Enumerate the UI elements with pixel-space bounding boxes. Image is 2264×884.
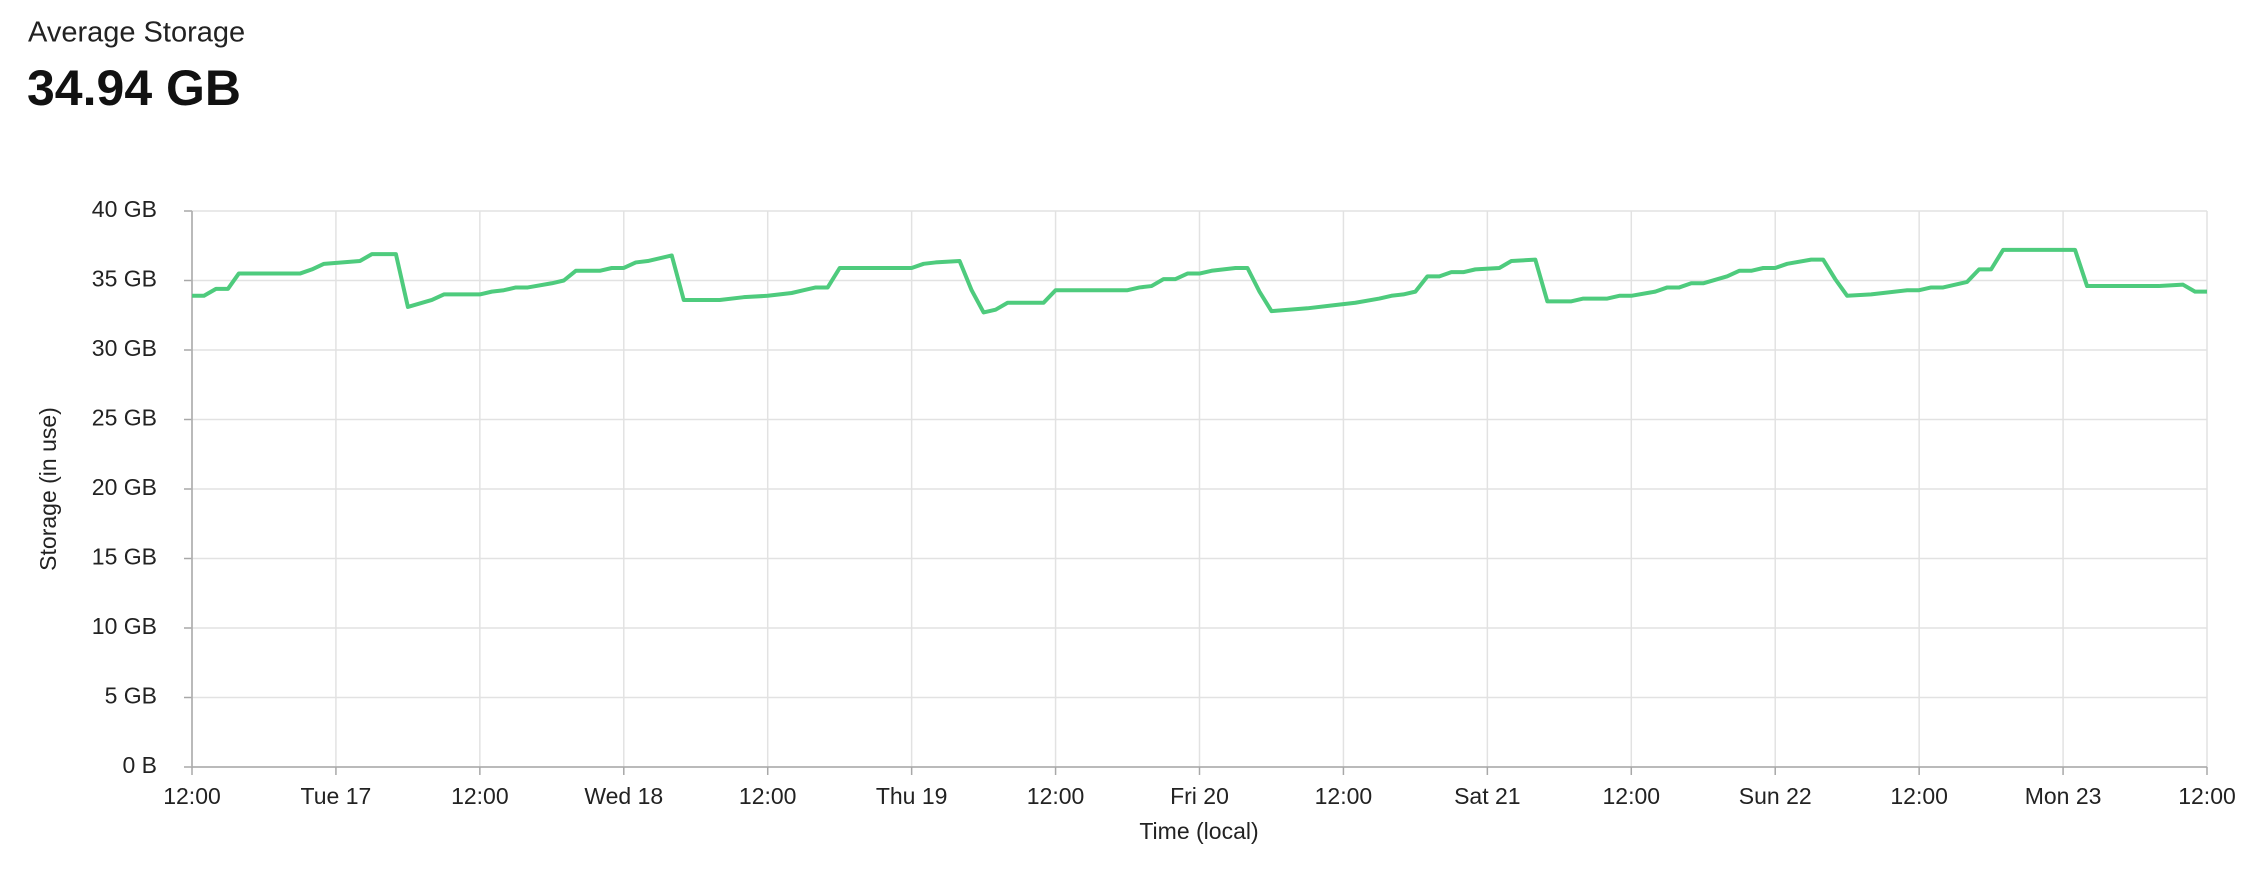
x-tick-label: Fri 20 — [1170, 783, 1229, 809]
x-tick-label: 12:00 — [1890, 783, 1948, 809]
y-axis-label: Storage (in use) — [35, 407, 61, 571]
y-tick-label: 10 GB — [92, 613, 157, 639]
x-tick-label: Mon 23 — [2025, 783, 2102, 809]
x-tick-label: Sun 22 — [1739, 783, 1812, 809]
y-tick-label: 20 GB — [92, 474, 157, 500]
x-tick-label: 12:00 — [739, 783, 797, 809]
x-tick-label: 12:00 — [2178, 783, 2236, 809]
x-tick-label: Wed 18 — [584, 783, 663, 809]
x-tick-label: Thu 19 — [876, 783, 948, 809]
y-tick-label: 40 GB — [92, 196, 157, 222]
x-tick-label: 12:00 — [1603, 783, 1661, 809]
x-tick-label: Tue 17 — [301, 783, 372, 809]
x-tick-label: Sat 21 — [1454, 783, 1521, 809]
data-line — [192, 247, 2207, 315]
x-tick-label: 12:00 — [163, 783, 221, 809]
y-tick-label: 15 GB — [92, 544, 157, 570]
summary-label: Average Storage — [28, 17, 245, 49]
y-tick-label: 25 GB — [92, 405, 157, 431]
summary-value: 34.94 GB — [27, 60, 241, 116]
x-tick-label: 12:00 — [1027, 783, 1085, 809]
x-axis-label: Time (local) — [1139, 818, 1258, 844]
x-tick-label: 12:00 — [451, 783, 509, 809]
y-tick-label: 5 GB — [105, 683, 157, 709]
y-tick-label: 0 B — [122, 752, 157, 778]
y-tick-label: 35 GB — [92, 266, 157, 292]
y-tick-label: 30 GB — [92, 335, 157, 361]
x-tick-label: 12:00 — [1315, 783, 1373, 809]
